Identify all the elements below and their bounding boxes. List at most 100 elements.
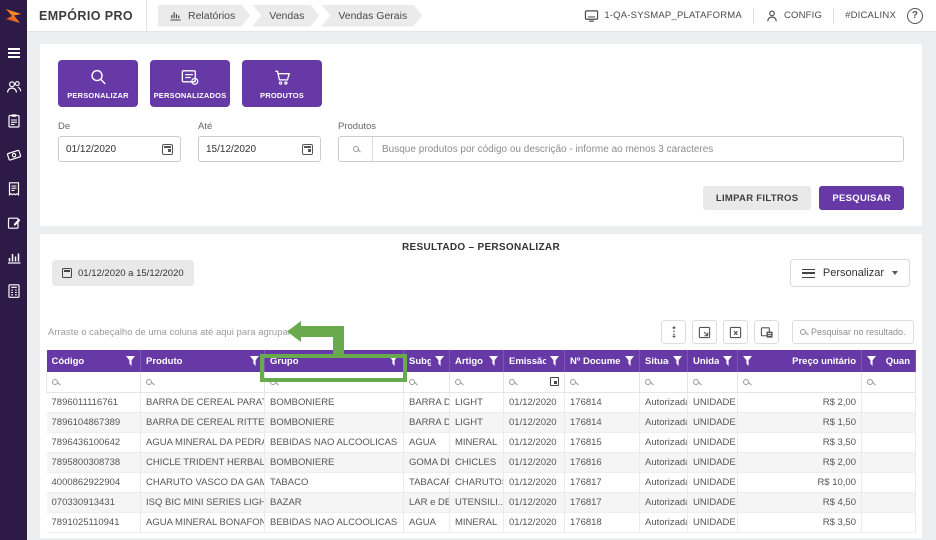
column-header-situacao[interactable]: Situação xyxy=(639,350,688,372)
filter-cell-produto[interactable] xyxy=(140,372,265,393)
receipt-icon[interactable] xyxy=(6,181,22,197)
column-header-subgrupo[interactable]: Subgru... xyxy=(403,350,450,372)
filter-funnel-icon[interactable] xyxy=(126,356,135,366)
date-to-input[interactable] xyxy=(206,143,298,155)
search-icon xyxy=(339,137,373,161)
menu-icon[interactable] xyxy=(6,45,22,61)
cell-preco: R$ 3,50 xyxy=(737,512,862,533)
breadcrumb-item-vendas-gerais[interactable]: Vendas Gerais xyxy=(321,5,422,27)
products-field: Produtos xyxy=(338,121,904,162)
column-header-grupo[interactable]: Grupo xyxy=(264,350,404,372)
cell-grupo: TABACO xyxy=(264,472,404,493)
calendar-icon[interactable] xyxy=(162,143,173,155)
money-icon[interactable] xyxy=(6,147,22,163)
export-excel-button[interactable] xyxy=(723,320,748,344)
table-head-row: Código Produto Grupo Subgru... Artigo Emissão… xyxy=(46,350,916,372)
filter-cell-emissao[interactable] xyxy=(503,372,565,393)
personalizados-button[interactable]: PERSONALIZADOS xyxy=(150,60,230,107)
cell-produto: BARRA DE CEREAL PARATI LIGH... xyxy=(140,392,265,413)
app-logo[interactable] xyxy=(0,0,27,32)
cell-quantidade xyxy=(861,512,916,533)
search-icon xyxy=(645,378,651,385)
filter-funnel-icon[interactable] xyxy=(867,356,876,366)
filter-funnel-icon[interactable] xyxy=(625,356,634,366)
cell-subgrupo: TABACARIA xyxy=(403,472,450,493)
cell-subgrupo: BARRA DE... xyxy=(403,412,450,433)
filter-cell-artigo[interactable] xyxy=(449,372,504,393)
group-drop-zone[interactable]: Arraste o cabeçalho de uma coluna até aq… xyxy=(48,326,291,338)
filter-cell-codigo[interactable] xyxy=(46,372,141,393)
column-header-emissao[interactable]: Emissão xyxy=(503,350,565,372)
customers-icon[interactable] xyxy=(6,79,22,95)
filter-funnel-icon[interactable] xyxy=(723,356,732,366)
column-header-produto[interactable]: Produto xyxy=(140,350,265,372)
search-button[interactable]: PESQUISAR xyxy=(819,186,904,210)
filter-cell-quantidade[interactable] xyxy=(861,372,916,393)
column-header-quantidade[interactable]: Quan xyxy=(861,350,916,372)
result-search-input[interactable] xyxy=(811,327,906,337)
calendar-icon[interactable] xyxy=(550,377,559,387)
personalize-dropdown[interactable]: Personalizar xyxy=(789,259,910,287)
cell-emissao: 01/12/2020 xyxy=(503,412,565,433)
filter-funnel-icon[interactable] xyxy=(389,356,398,366)
grid-toolbar: Arraste o cabeçalho de uma coluna até aq… xyxy=(46,320,916,344)
column-label: Artigo xyxy=(455,355,483,367)
date-from-input[interactable] xyxy=(66,143,158,155)
filter-cell-situacao[interactable] xyxy=(639,372,688,393)
row-height-button[interactable] xyxy=(661,320,686,344)
filter-funnel-icon[interactable] xyxy=(550,356,559,366)
environment-indicator[interactable]: 1-QA-SYSMAP_PLATAFORMA xyxy=(584,9,742,23)
divider xyxy=(146,0,147,32)
column-header-unidade[interactable]: Unidade xyxy=(687,350,738,372)
filter-funnel-icon[interactable] xyxy=(673,356,682,366)
column-header-codigo[interactable]: Código xyxy=(46,350,141,372)
help-icon[interactable]: ? xyxy=(907,7,923,24)
filter-cell-unidade[interactable] xyxy=(687,372,738,393)
cell-unidade: UNIDADE xyxy=(687,492,738,513)
button-label: PERSONALIZAR xyxy=(67,91,129,100)
breadcrumb-item-vendas[interactable]: Vendas xyxy=(252,5,319,27)
calendar-icon[interactable] xyxy=(302,143,313,155)
export-document-button[interactable] xyxy=(692,320,717,344)
cell-preco: R$ 3,50 xyxy=(737,432,862,453)
column-chooser-button[interactable] xyxy=(754,320,779,344)
cell-grupo: BEBIDAS NAO ALCOOLICAS xyxy=(264,512,404,533)
filter-cell-preco[interactable] xyxy=(737,372,862,393)
column-header-documento[interactable]: Nº Documento xyxy=(564,350,640,372)
filter-funnel-icon[interactable] xyxy=(250,356,259,366)
column-header-artigo[interactable]: Artigo xyxy=(449,350,504,372)
cell-subgrupo: LAR e DEC... xyxy=(403,492,450,513)
filter-funnel-icon[interactable] xyxy=(743,356,752,366)
cell-artigo: CHICLES xyxy=(449,452,504,473)
filter-cell-grupo[interactable] xyxy=(264,372,404,393)
personalizar-button[interactable]: PERSONALIZAR xyxy=(58,60,138,107)
search-icon xyxy=(509,378,515,385)
filter-cell-subgrupo[interactable] xyxy=(403,372,450,393)
filter-funnel-icon[interactable] xyxy=(489,356,498,366)
breadcrumb-item-relatorios[interactable]: Relatórios xyxy=(158,5,250,27)
date-range-badge[interactable]: 01/12/2020 a 15/12/2020 xyxy=(52,260,194,286)
document-edit-icon[interactable] xyxy=(6,215,22,231)
config-button[interactable]: CONFIG xyxy=(765,9,822,23)
filter-cell-documento[interactable] xyxy=(564,372,640,393)
produtos-button[interactable]: PRODUTOS xyxy=(242,60,322,107)
clear-filters-button[interactable]: LIMPAR FILTROS xyxy=(702,186,812,210)
filter-funnel-icon[interactable] xyxy=(435,356,444,366)
clipboard-icon[interactable] xyxy=(6,113,22,129)
export-excel-icon xyxy=(729,326,742,338)
calculator-icon[interactable] xyxy=(6,283,22,299)
cell-situacao: Autorizada xyxy=(639,412,688,433)
dicalinx-link[interactable]: #DICALINX xyxy=(845,10,896,21)
column-header-preco[interactable]: Preço unitário xyxy=(737,350,862,372)
products-search-input[interactable] xyxy=(373,143,903,155)
cell-grupo: BAZAR xyxy=(264,492,404,513)
bar-chart-icon[interactable] xyxy=(6,249,22,265)
column-label: Preço unitário xyxy=(792,355,856,367)
